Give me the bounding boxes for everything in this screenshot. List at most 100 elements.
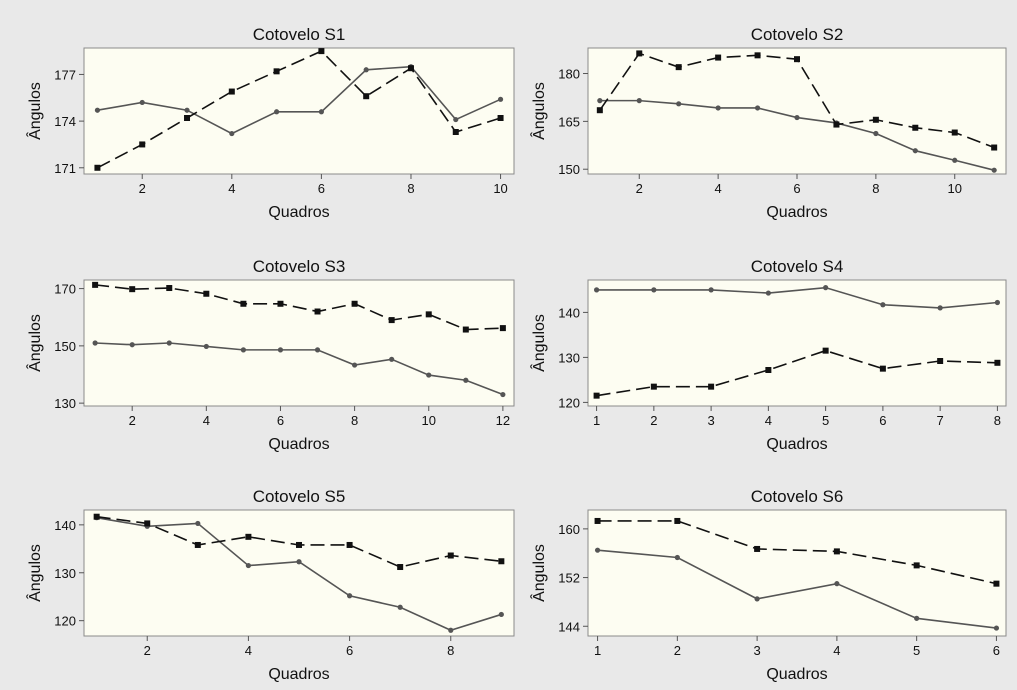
data-point-solid: [346, 593, 353, 599]
chart-title: Cotovelo S4: [751, 257, 844, 276]
data-point-dashed: [397, 564, 404, 571]
series-line-solid: [97, 65, 501, 135]
x-tick-label: 2: [636, 181, 643, 196]
x-tick-label: 10: [422, 413, 436, 428]
data-point-dashed: [245, 533, 252, 540]
data-point-dashed: [425, 311, 432, 318]
data-point-dashed: [296, 541, 302, 548]
data-point-solid: [139, 99, 145, 106]
x-axis-label: Quadros: [268, 204, 329, 221]
data-point-solid: [277, 347, 284, 353]
data-point-dashed: [754, 52, 761, 59]
series-line-solid: [597, 549, 997, 629]
data-point-dashed: [754, 545, 761, 552]
y-tick-label: 160: [558, 522, 580, 537]
data-point-dashed: [314, 308, 321, 315]
x-tick-label: 6: [793, 181, 800, 196]
data-point-dashed: [346, 541, 353, 548]
x-tick-label: 7: [937, 413, 944, 428]
x-tick-label: 6: [993, 643, 1000, 658]
data-point-solid: [166, 340, 172, 346]
data-point-solid: [184, 107, 190, 113]
x-tick-label: 2: [129, 413, 136, 428]
plot-area: [83, 509, 515, 637]
chart-title: Cotovelo S2: [751, 25, 844, 44]
data-point-dashed: [498, 558, 505, 565]
y-tick-label: 140: [558, 305, 580, 320]
plot-area: [83, 279, 515, 407]
data-point-solid: [593, 287, 600, 293]
y-axis-label: Ângulos: [529, 314, 548, 372]
data-point-solid: [94, 107, 101, 113]
data-point-dashed: [166, 285, 173, 292]
data-point-solid: [92, 340, 98, 346]
x-tick-label: 2: [144, 643, 151, 658]
data-point-solid: [597, 98, 603, 104]
chart-panel-5: Cotovelo S5 2 4 6 8 120 130 140 Quadros Ângulos: [25, 487, 515, 683]
chart-title: Cotovelo S6: [751, 487, 844, 506]
x-tick-label: 3: [753, 643, 760, 658]
y-tick-label: 140: [54, 518, 76, 533]
data-point-solid: [834, 581, 840, 587]
data-point-dashed: [650, 383, 657, 390]
data-point-solid: [823, 285, 829, 291]
x-tick-label: 5: [822, 413, 829, 428]
data-point-dashed: [594, 517, 601, 524]
chart-title: Cotovelo S1: [253, 25, 346, 44]
y-axis-label: Ângulos: [529, 544, 548, 602]
data-point-dashed: [994, 359, 1001, 366]
y-tick-label: 177: [54, 67, 76, 82]
data-point-solid: [912, 148, 918, 154]
x-axis-label: Quadros: [268, 436, 329, 453]
data-point-solid: [952, 157, 958, 163]
y-tick-label: 165: [558, 114, 580, 129]
x-tick-label: 6: [346, 643, 353, 658]
data-point-solid: [765, 290, 771, 296]
data-point-solid: [463, 377, 469, 383]
data-point-solid: [389, 356, 395, 362]
data-point-solid: [426, 372, 432, 378]
x-axis-label: Quadros: [766, 666, 827, 683]
plot-area: [587, 509, 1007, 637]
x-tick-label: 2: [139, 181, 146, 196]
data-point-dashed: [139, 141, 146, 148]
x-axis-label: Quadros: [268, 666, 329, 683]
data-point-solid: [352, 362, 358, 368]
y-axis-label: Ângulos: [529, 82, 548, 140]
x-tick-label: 2: [674, 643, 681, 658]
x-tick-label: 8: [407, 181, 414, 196]
data-point-dashed: [708, 383, 715, 390]
data-point-dashed: [388, 317, 395, 324]
data-point-dashed: [351, 300, 358, 307]
x-tick-label: 2: [650, 413, 657, 428]
data-point-dashed: [636, 50, 643, 57]
data-point-dashed: [497, 115, 504, 121]
data-point-solid: [754, 596, 760, 602]
data-point-solid: [129, 342, 135, 348]
data-point-solid: [274, 109, 280, 115]
series-line-dashed: [95, 284, 503, 331]
data-point-solid: [229, 130, 235, 137]
y-tick-label: 152: [558, 571, 580, 586]
data-point-dashed: [822, 347, 829, 354]
data-point-dashed: [447, 552, 454, 559]
chart-panel-6: Cotovelo S6 1 2 3 4 5 6 144 152 160 Quadros Ângulos: [529, 487, 1007, 683]
data-point-dashed: [833, 121, 840, 128]
data-point-dashed: [937, 358, 944, 364]
data-point-dashed: [240, 300, 247, 307]
data-point-dashed: [93, 513, 100, 520]
data-point-solid: [636, 98, 642, 104]
x-tick-label: 8: [351, 413, 358, 428]
data-point-dashed: [318, 48, 325, 55]
data-point-solid: [500, 391, 506, 398]
data-point-dashed: [92, 281, 99, 288]
x-tick-label: 12: [496, 413, 510, 428]
data-point-dashed: [273, 68, 280, 75]
data-point-dashed: [593, 392, 600, 399]
y-tick-label: 170: [54, 282, 76, 297]
data-point-solid: [994, 299, 1001, 306]
x-tick-label: 4: [765, 413, 772, 428]
data-point-solid: [195, 520, 201, 527]
data-point-dashed: [872, 116, 879, 123]
